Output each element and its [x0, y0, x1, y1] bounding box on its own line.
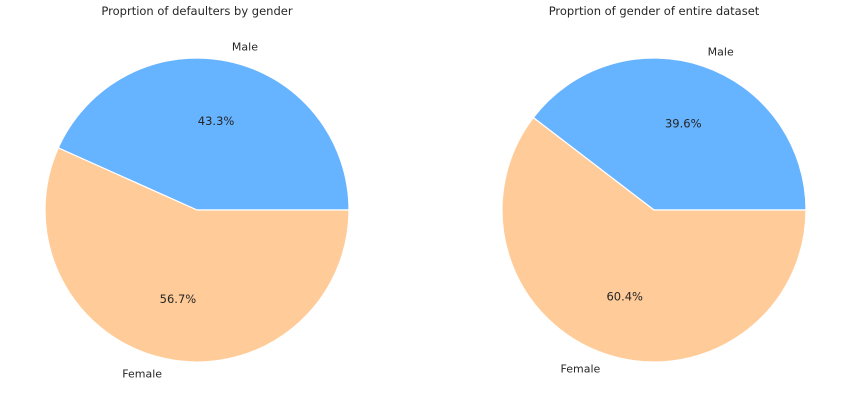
slice-percent-label: 60.4% [606, 289, 643, 303]
pie-chart-1: Proprtion of defaulters by gender 43.3% Ma… [44, 4, 350, 381]
slice-category-label: Male [232, 40, 258, 53]
pie-slice-male [532, 57, 807, 211]
slice-category-label: Female [122, 368, 162, 381]
pie-slice-female [44, 147, 350, 363]
slice-percent-label: 39.6% [665, 117, 702, 131]
slice-percent-label: 56.7% [160, 292, 197, 306]
slice-category-label: Male [708, 46, 734, 59]
slice-category-label: Female [561, 362, 601, 375]
chart-title: Proprtion of defaulters by gender [101, 4, 292, 18]
pie-slice-female [501, 116, 807, 363]
slice-percent-label: 43.3% [198, 114, 235, 128]
chart-title: Proprtion of gender of entire dataset [549, 4, 760, 18]
pie-chart-2: Proprtion of gender of entire dataset 39.… [501, 4, 807, 375]
pie-slice-male [57, 57, 350, 211]
